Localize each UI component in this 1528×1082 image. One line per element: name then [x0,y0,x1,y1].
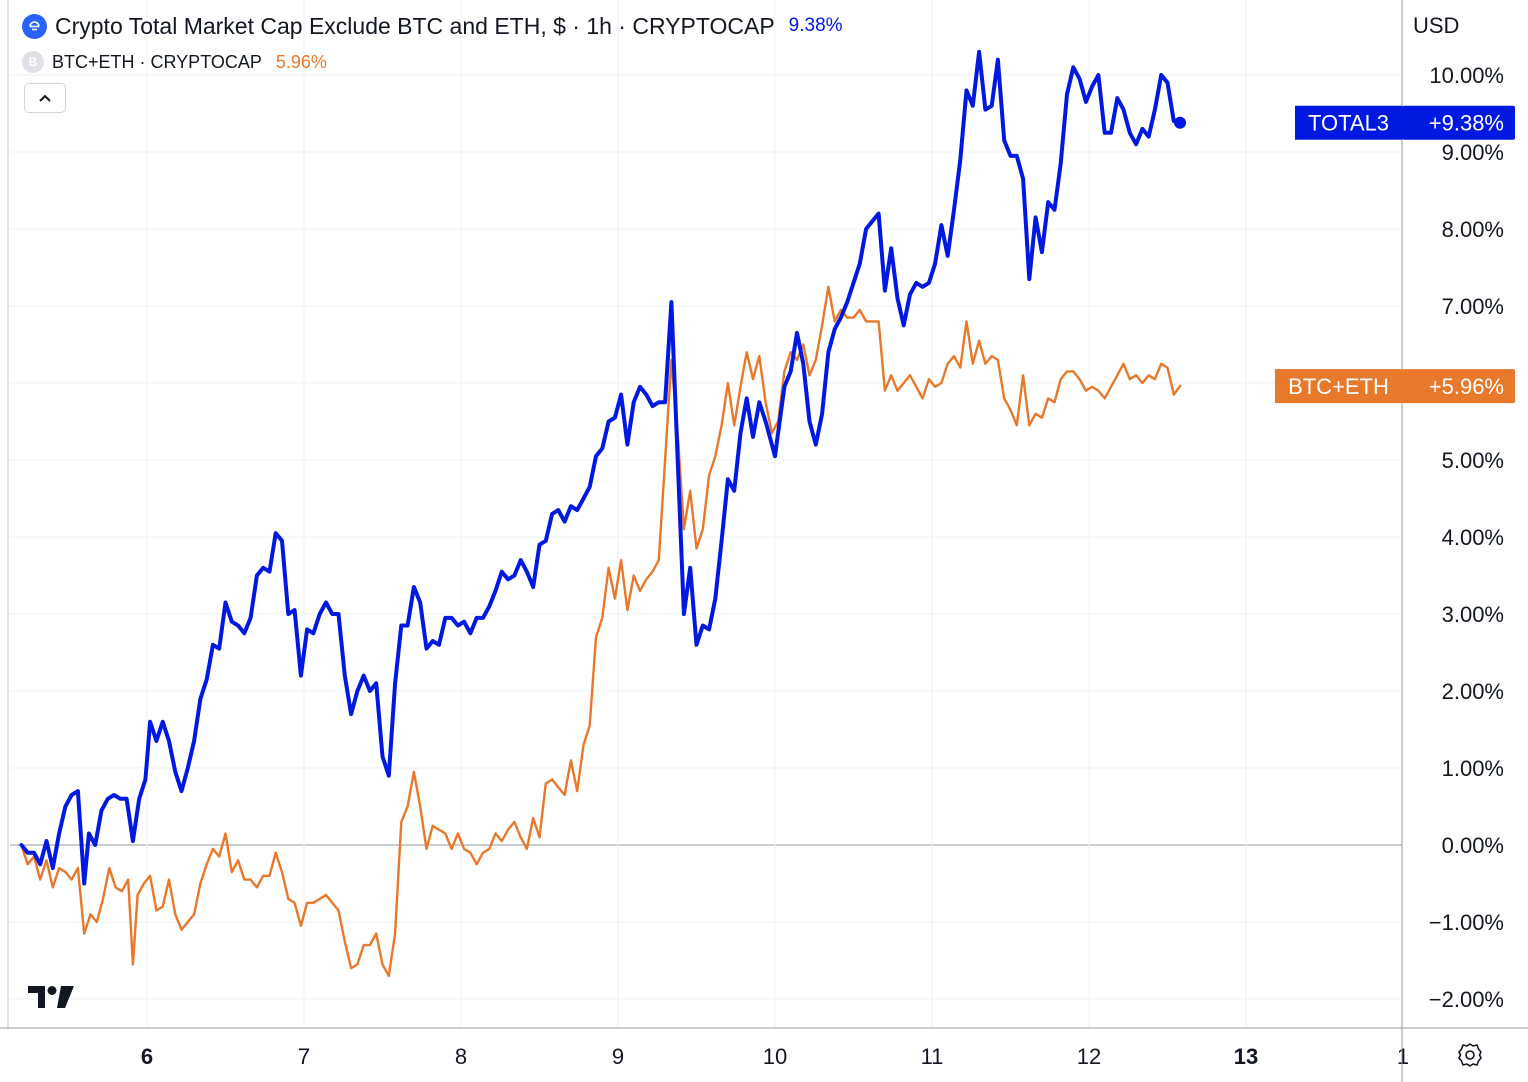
x-tick-label: 8 [455,1044,467,1069]
price-label-total3: +9.38% [1429,111,1504,136]
x-tick-label: 11 [921,1044,944,1069]
main-change-value: 9.38% [788,15,843,36]
legend-main[interactable]: Crypto Total Market Cap Exclude BTC and … [22,10,843,42]
y-tick-label: −1.00% [1429,910,1504,935]
x-tick-label: 13 [1234,1044,1258,1069]
series-name-tag-total3: TOTAL3 [1308,111,1389,136]
x-tick-label: 12 [1077,1044,1101,1069]
main-symbol-label: Crypto Total Market Cap Exclude BTC and … [55,12,775,39]
crypto-total-icon-glyph [29,20,40,30]
y-tick-label: 0.00% [1442,833,1504,858]
price-label-bg-btc-eth [1402,369,1515,404]
crypto-total-icon [22,13,47,39]
currency-label[interactable]: USD [1413,13,1460,38]
y-tick-label: 2.00% [1442,679,1504,704]
y-tick-label: 5.00% [1442,448,1504,473]
collapse-legend-button[interactable] [24,83,66,113]
x-tick-label: 7 [298,1044,310,1069]
tradingview-logo-icon [28,986,74,1008]
chevron-up-icon [39,94,51,102]
btc-eth-icon: B [22,51,44,73]
price-label-btc-eth: +5.96% [1429,374,1504,399]
x-tick-label: 1 [1397,1044,1409,1069]
y-tick-label: 3.00% [1442,602,1504,627]
y-tick-label: 1.00% [1442,756,1504,781]
x-tick-label: 6 [141,1044,153,1069]
y-tick-label: 8.00% [1442,217,1504,242]
last-point-marker [1174,116,1187,129]
legend-compare[interactable]: B BTC+ETH · CRYPTOCAP 5.96% [22,46,843,78]
y-tick-label: 7.00% [1442,294,1504,319]
series-name-tag-bg-total3 [1295,105,1402,140]
compare-symbol-label: BTC+ETH · CRYPTOCAP [52,51,262,72]
legend: Crypto Total Market Cap Exclude BTC and … [22,10,843,78]
x-tick-label: 9 [612,1044,624,1069]
y-tick-label: 9.00% [1442,140,1504,165]
gear-icon[interactable] [1455,1040,1485,1070]
series-line-btc-eth[interactable] [20,285,1182,978]
y-tick-label: 10.00% [1429,63,1504,88]
y-tick-label: −2.00% [1429,987,1504,1012]
y-tick-label: 4.00% [1442,525,1504,550]
series-name-tag-btc-eth: BTC+ETH [1288,374,1389,399]
x-tick-label: 10 [763,1044,787,1069]
series-name-tag-bg-btc-eth [1275,369,1402,404]
compare-change-value: 5.96% [275,51,327,72]
series-line-total3[interactable] [19,49,1183,886]
price-label-bg-total3 [1402,105,1515,140]
